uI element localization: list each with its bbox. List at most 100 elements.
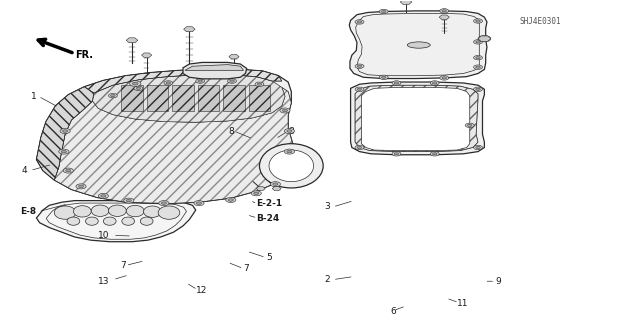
Text: 6: 6 bbox=[390, 307, 396, 316]
Ellipse shape bbox=[54, 206, 76, 219]
Circle shape bbox=[357, 146, 362, 149]
Circle shape bbox=[430, 152, 439, 156]
Polygon shape bbox=[256, 187, 265, 190]
Circle shape bbox=[198, 80, 202, 82]
Circle shape bbox=[442, 77, 447, 79]
Polygon shape bbox=[355, 85, 478, 152]
Circle shape bbox=[284, 129, 294, 134]
Circle shape bbox=[255, 82, 264, 86]
Circle shape bbox=[474, 87, 483, 92]
Circle shape bbox=[380, 9, 388, 14]
Polygon shape bbox=[93, 75, 285, 122]
Polygon shape bbox=[172, 85, 194, 111]
Ellipse shape bbox=[126, 205, 144, 217]
Circle shape bbox=[251, 191, 261, 196]
Text: 8: 8 bbox=[228, 127, 234, 136]
Ellipse shape bbox=[407, 42, 430, 48]
Circle shape bbox=[79, 185, 84, 188]
Circle shape bbox=[430, 81, 439, 85]
Circle shape bbox=[66, 169, 71, 172]
Circle shape bbox=[474, 56, 483, 60]
Ellipse shape bbox=[140, 217, 153, 225]
Circle shape bbox=[476, 20, 480, 22]
Polygon shape bbox=[223, 85, 245, 111]
Polygon shape bbox=[54, 87, 294, 204]
Text: 4: 4 bbox=[21, 166, 27, 175]
Circle shape bbox=[357, 88, 362, 90]
Circle shape bbox=[230, 80, 234, 82]
Circle shape bbox=[166, 82, 171, 84]
Circle shape bbox=[253, 192, 259, 195]
Polygon shape bbox=[93, 75, 285, 122]
Circle shape bbox=[129, 81, 141, 86]
Polygon shape bbox=[147, 85, 168, 111]
Circle shape bbox=[100, 195, 106, 197]
Circle shape bbox=[392, 81, 401, 85]
Polygon shape bbox=[282, 152, 304, 180]
Circle shape bbox=[226, 197, 236, 203]
Circle shape bbox=[228, 199, 234, 201]
Ellipse shape bbox=[259, 144, 323, 188]
Ellipse shape bbox=[74, 206, 92, 217]
Polygon shape bbox=[349, 11, 487, 78]
Ellipse shape bbox=[108, 205, 126, 216]
Circle shape bbox=[61, 150, 67, 153]
Text: 2: 2 bbox=[324, 275, 330, 284]
Polygon shape bbox=[351, 82, 484, 155]
Polygon shape bbox=[439, 15, 449, 19]
Ellipse shape bbox=[67, 217, 80, 225]
Circle shape bbox=[392, 152, 401, 156]
Circle shape bbox=[284, 149, 294, 154]
Ellipse shape bbox=[158, 206, 180, 219]
Circle shape bbox=[126, 199, 131, 202]
Circle shape bbox=[474, 40, 483, 44]
Circle shape bbox=[355, 20, 364, 24]
Text: 3: 3 bbox=[324, 203, 330, 211]
Circle shape bbox=[124, 198, 134, 203]
Circle shape bbox=[440, 9, 449, 13]
Circle shape bbox=[287, 130, 292, 132]
Circle shape bbox=[111, 94, 115, 97]
Circle shape bbox=[196, 79, 205, 83]
Polygon shape bbox=[121, 85, 143, 111]
Circle shape bbox=[273, 183, 278, 185]
Ellipse shape bbox=[269, 150, 314, 182]
Text: E-8: E-8 bbox=[20, 207, 36, 216]
Circle shape bbox=[474, 145, 483, 150]
Circle shape bbox=[478, 35, 491, 42]
Polygon shape bbox=[36, 201, 196, 242]
Polygon shape bbox=[198, 85, 220, 111]
Circle shape bbox=[381, 11, 386, 13]
Text: FR.: FR. bbox=[75, 50, 93, 60]
Circle shape bbox=[159, 201, 169, 206]
Polygon shape bbox=[478, 36, 491, 41]
Circle shape bbox=[134, 86, 143, 91]
Polygon shape bbox=[84, 69, 282, 93]
Circle shape bbox=[433, 82, 437, 84]
Polygon shape bbox=[126, 38, 138, 43]
Ellipse shape bbox=[86, 217, 99, 225]
Circle shape bbox=[474, 19, 483, 23]
Circle shape bbox=[381, 76, 386, 78]
Polygon shape bbox=[229, 55, 239, 59]
Polygon shape bbox=[248, 85, 270, 111]
Circle shape bbox=[76, 184, 86, 189]
Text: 7: 7 bbox=[244, 264, 250, 273]
Circle shape bbox=[476, 146, 480, 149]
Circle shape bbox=[355, 145, 364, 150]
Ellipse shape bbox=[103, 217, 116, 225]
Circle shape bbox=[442, 10, 447, 12]
Polygon shape bbox=[185, 65, 244, 70]
Circle shape bbox=[161, 202, 166, 204]
Text: 5: 5 bbox=[266, 253, 271, 262]
Circle shape bbox=[108, 93, 117, 98]
Text: 1: 1 bbox=[31, 92, 36, 101]
Circle shape bbox=[357, 65, 362, 67]
Circle shape bbox=[63, 168, 74, 173]
Polygon shape bbox=[272, 187, 281, 190]
Text: 12: 12 bbox=[196, 286, 207, 295]
Circle shape bbox=[476, 66, 480, 68]
Ellipse shape bbox=[143, 206, 161, 217]
Circle shape bbox=[440, 76, 449, 80]
Ellipse shape bbox=[122, 217, 134, 225]
